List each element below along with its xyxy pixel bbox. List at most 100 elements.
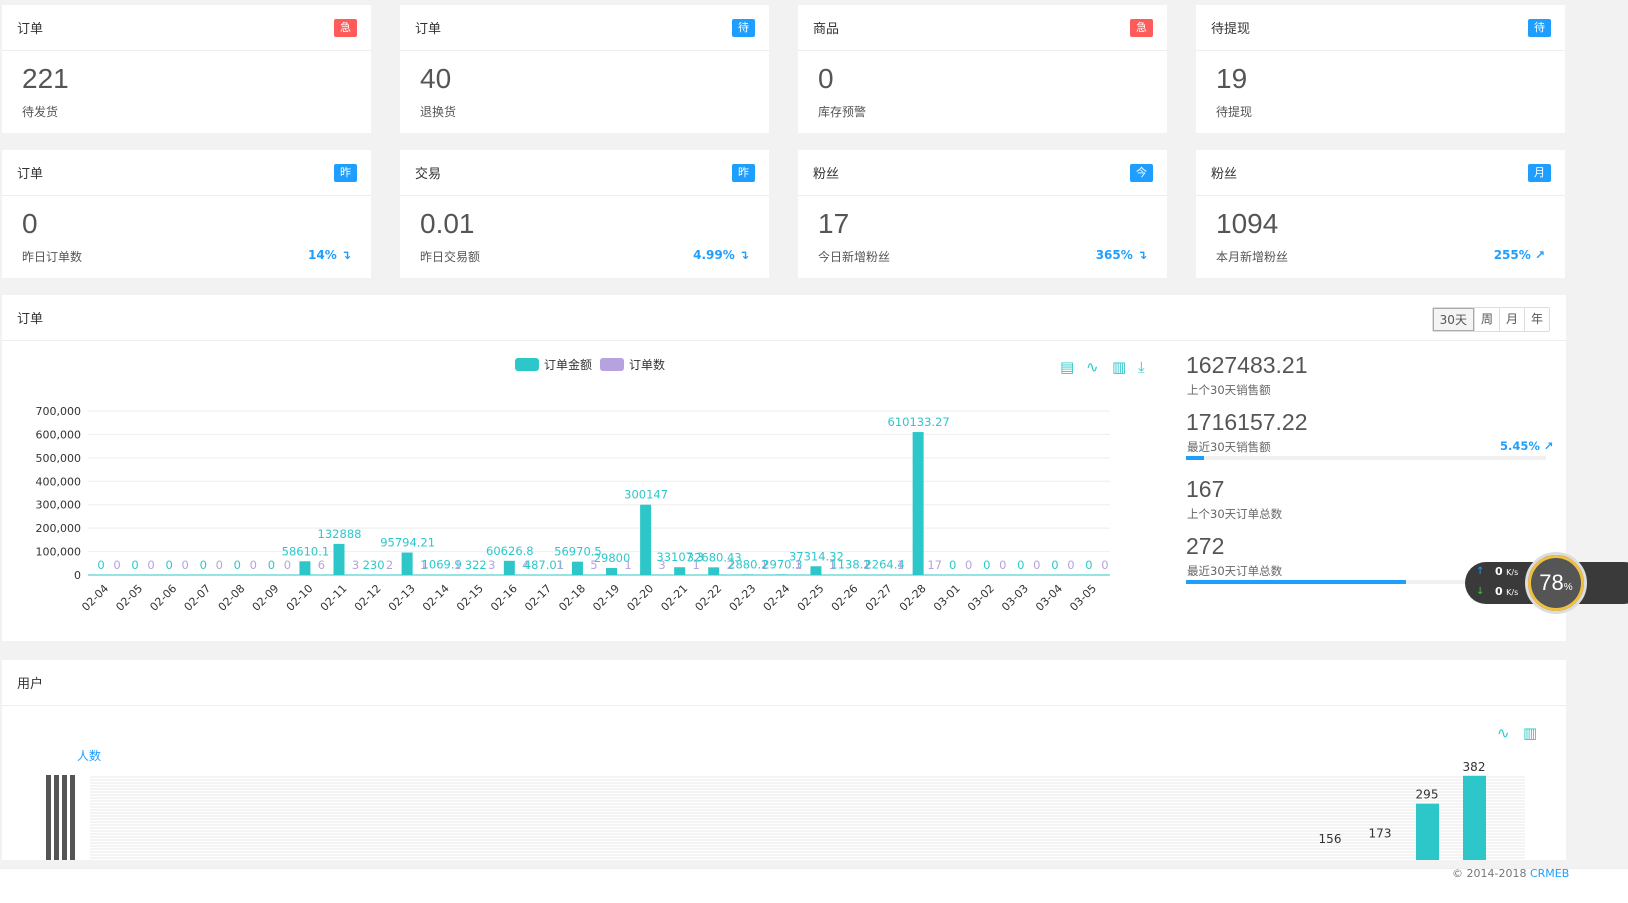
stat-card-change: 255% ↗ [1493,248,1545,262]
y-tick-label: 700,000 [36,405,82,418]
stat-card-badge: 昨 [334,163,357,182]
x-tick-label: 02-14 [420,582,452,614]
bar-label-order-amount: 37314.32 [789,549,844,563]
download-icon[interactable]: ⤓ [1138,358,1145,376]
stat-card-title: 粉丝 [813,167,840,182]
bar-label-order-count: 1 [897,558,904,572]
line-chart-icon[interactable]: ∿ [1086,358,1099,376]
kpi-label: 最近30天订单总数 [1187,564,1283,578]
stat-card-value: 19 [1216,63,1248,94]
y-tick-cluster [54,775,59,860]
x-tick-label: 02-24 [761,582,793,614]
user-bar [1416,803,1439,860]
bar-label-order-amount: 487.01 [524,558,564,572]
bar-chart-icon[interactable]: ▥ [1523,724,1537,742]
stat-card: 粉丝 今 17 今日新增粉丝 365% ↴ [798,150,1167,278]
bar-label-order-amount: 0 [234,558,241,572]
bar-label-order-count: 6 [318,558,325,572]
stat-card-label: 本月新增粉丝 [1216,250,1289,264]
bar-label-order-amount: 0 [166,558,173,572]
x-tick-label: 02-18 [556,582,588,614]
footer: © 2014-2018 CRMEB [0,867,1628,903]
x-tick-label: 02-22 [693,582,725,614]
bar-label-order-amount: 0 [200,558,207,572]
x-tick-label: 02-05 [113,582,145,614]
y-tick-label: 600,000 [36,428,82,441]
x-tick-label: 02-21 [658,582,690,614]
bar-order-amount [810,566,822,575]
orders-panel-title: 订单 [17,312,44,327]
x-tick-label: 02-17 [522,582,554,614]
bar-label-order-amount: 0 [949,558,956,572]
copyright-text: © 2014-2018 [1452,867,1527,880]
bar-label-order-count: 0 [999,558,1006,572]
kpi-label: 上个30天订单总数 [1187,507,1283,521]
bar-order-amount [333,543,345,575]
bar-label-order-count: 0 [250,558,257,572]
bar-label-order-count: 0 [284,558,291,572]
bar-label-order-count: 1 [829,558,836,572]
stat-card-title: 交易 [415,167,442,182]
bar-order-amount [640,504,652,575]
y-tick-cluster [46,775,51,860]
stat-card-label: 待提现 [1216,105,1253,119]
range-option[interactable]: 周 [1473,308,1499,331]
x-tick-label: 03-05 [1067,582,1099,614]
stat-card-title: 订单 [17,167,44,182]
stat-card-label: 退换货 [420,105,457,119]
bar-order-amount [742,574,754,575]
user-bar-label: 382 [1463,760,1486,774]
stat-card-value: 0.01 [420,208,475,239]
stat-card-label: 待发货 [22,105,59,119]
stat-card: 订单 急 221 待发货 [2,5,371,133]
line-chart-icon[interactable]: ∿ [1497,724,1510,742]
stat-card: 商品 急 0 库存预警 [798,5,1167,133]
bar-label-order-amount: 0 [1085,558,1092,572]
stat-card-badge: 月 [1528,163,1551,182]
stat-card-badge: 今 [1130,163,1153,182]
kpi-change: 5.45% ↗ [1500,439,1554,453]
range-option[interactable]: 30天 [1432,308,1474,331]
bar-label-order-amount: 32680.43 [687,550,742,564]
data-view-icon[interactable]: ▤ [1060,358,1074,376]
user-bar-label: 295 [1416,788,1439,802]
stat-card-value: 0 [818,63,834,94]
bar-label-order-count: 0 [113,558,120,572]
memory-gauge: 78% [1525,552,1587,614]
user-bar-label: 156 [1319,832,1342,846]
bar-order-amount [878,574,890,575]
range-selector[interactable]: 30天周月年 [1431,307,1550,332]
x-tick-label: 02-07 [182,582,214,614]
user-bar [1463,775,1486,860]
x-tick-label: 02-23 [727,582,759,614]
bar-label-order-amount: 322 [465,558,487,572]
stat-card-label: 库存预警 [818,105,867,119]
stat-card-title: 订单 [415,22,442,37]
bar-label-order-count: 0 [147,558,154,572]
brand-link[interactable]: CRMEB [1529,867,1570,880]
bar-label-order-count: 0 [182,558,189,572]
y-axis-label: 人数 [77,748,101,763]
range-option[interactable]: 月 [1498,308,1524,331]
bar-order-amount [401,552,413,575]
stat-card-change: 365% ↴ [1095,248,1147,262]
stat-card-value: 0 [22,208,38,239]
bar-label-order-amount: 1069.9 [422,558,462,572]
bar-label-order-count: 4 [522,558,529,572]
stat-card-label: 昨日订单数 [22,250,83,264]
stat-card: 订单 昨 0 昨日订单数 14% ↴ [2,150,371,278]
stat-card-badge: 昨 [732,163,755,182]
stat-card-title: 订单 [17,22,44,37]
bar-label-order-count: 5 [590,558,597,572]
bar-label-order-count: 1 [795,558,802,572]
y-tick-cluster [70,775,75,860]
y-tick-label: 100,000 [36,546,82,559]
stat-card: 订单 待 40 退换货 [400,5,769,133]
bar-order-amount [606,568,618,575]
network-speed-widget[interactable]: ↑ 0 K/s ↓ 0 K/s 78% [1465,552,1628,614]
bar-chart-icon[interactable]: ▥ [1112,358,1126,376]
bar-label-order-count: 17 [927,558,942,572]
bar-label-order-count: 0 [216,558,223,572]
download-arrow-icon: ↓ [1476,586,1485,597]
range-option[interactable]: 年 [1523,308,1549,331]
